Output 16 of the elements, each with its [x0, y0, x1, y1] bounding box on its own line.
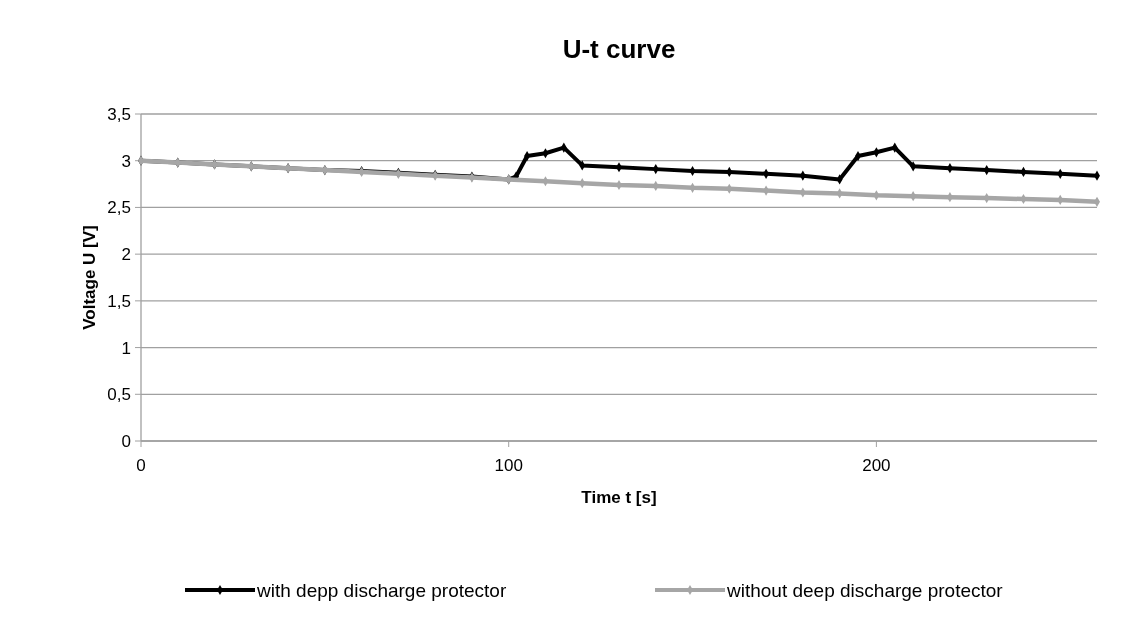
x-tick-label: 200 [862, 456, 891, 475]
x-tick-label: 100 [494, 456, 523, 475]
y-tick-label: 0 [121, 431, 131, 451]
chart-title: U-t curve [562, 34, 676, 64]
y-tick-label: 2 [121, 245, 131, 265]
x-axis-title: Time t [s] [581, 488, 657, 507]
y-tick-label: 1,5 [107, 291, 131, 311]
y-tick-label: 3 [121, 151, 131, 171]
x-tick-label: 0 [136, 456, 146, 475]
y-tick-label: 1 [121, 338, 131, 358]
y-axis-title: Voltage U [V] [80, 225, 99, 330]
legend-label: with depp discharge protector [256, 579, 507, 601]
legend-label: without deep discharge protector [726, 579, 1004, 601]
y-tick-label: 0,5 [107, 385, 131, 405]
y-tick-label: 3,5 [107, 104, 131, 124]
y-tick-label: 2,5 [107, 198, 131, 218]
